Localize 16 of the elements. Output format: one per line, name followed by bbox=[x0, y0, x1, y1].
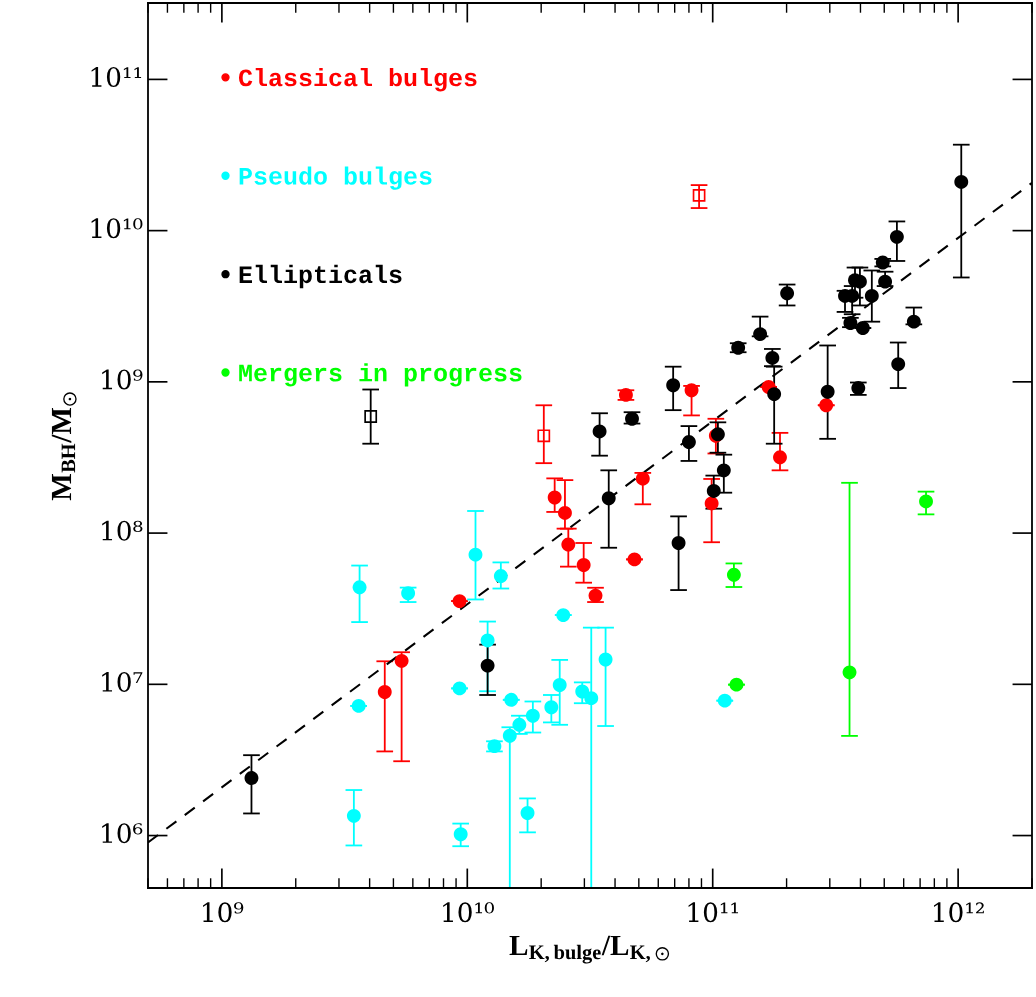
x-tick-label: 10¹⁰ bbox=[443, 902, 494, 923]
y-tick-label: 10⁷ bbox=[102, 672, 143, 692]
legend-label: Mergers in progress bbox=[239, 363, 522, 387]
y-tick-label: 10⁸ bbox=[102, 520, 143, 541]
y-tick-label: 10¹¹ bbox=[91, 67, 142, 88]
y-tick-label: 10⁹ bbox=[102, 369, 143, 390]
y-axis-title: M$_{BH}$/M$_{⊙}$ bbox=[51, 392, 77, 501]
legend-label: Ellipticals bbox=[239, 264, 402, 289]
x-tick-label: 10⁹ bbox=[203, 902, 244, 923]
x-tick-label: 10¹² bbox=[933, 902, 984, 923]
x-axis-title: L$_{K,bulge}$/L$_{K,⊙}$ bbox=[509, 935, 670, 964]
x-tick-label: 10¹¹ bbox=[688, 902, 739, 923]
y-tick-label: 10¹⁰ bbox=[91, 218, 143, 239]
legend-label: Classical bulges bbox=[238, 68, 477, 92]
legend-label: Pseudo bulges bbox=[239, 166, 432, 190]
y-tick-label: 10⁶ bbox=[102, 823, 143, 844]
